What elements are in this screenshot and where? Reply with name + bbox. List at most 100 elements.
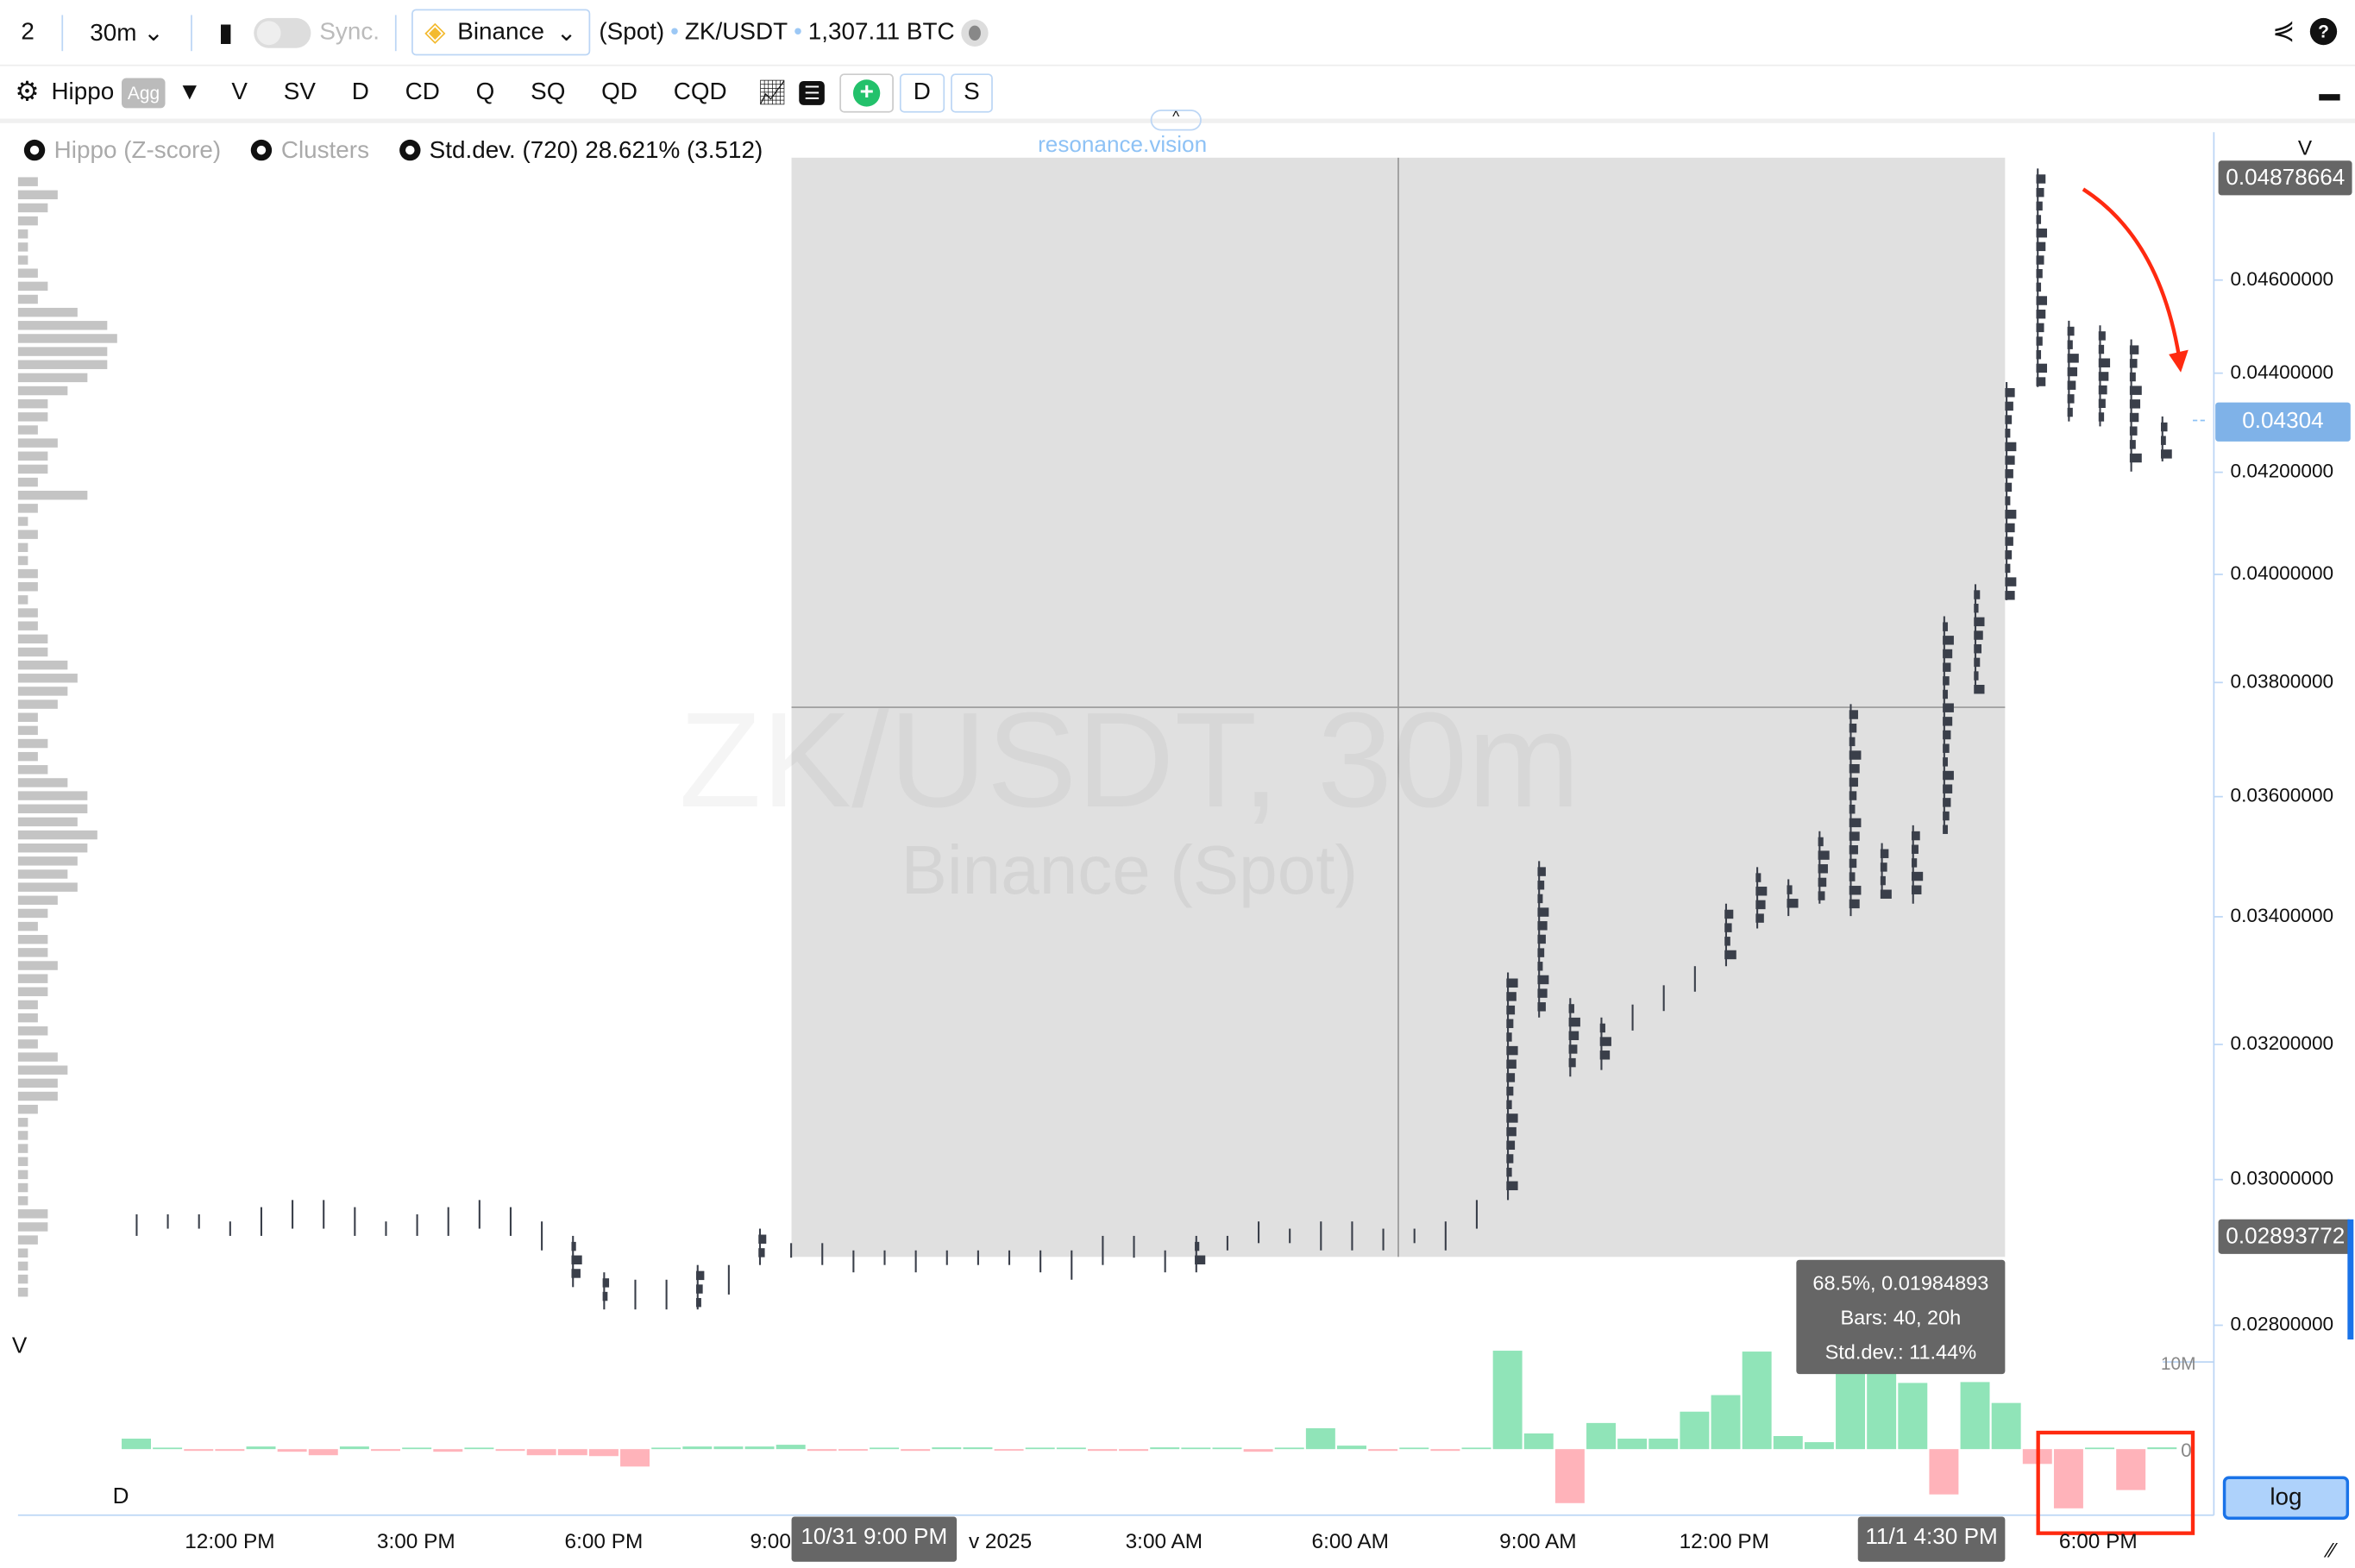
interval-value: 30m <box>90 20 137 47</box>
price-tick-label: 0.04200000 <box>2230 459 2334 482</box>
delta-bar <box>1461 1447 1492 1450</box>
delta-bar <box>1960 1382 1990 1450</box>
agg-badge[interactable]: Agg <box>121 77 166 108</box>
volume-profile-bar <box>17 464 48 474</box>
volume-profile-bar <box>17 1013 38 1023</box>
price-scroll-handle[interactable] <box>2347 1219 2354 1340</box>
eye-icon[interactable] <box>23 139 46 161</box>
volume-profile-bar <box>17 935 48 944</box>
gear-icon[interactable]: ⚙ <box>15 76 40 107</box>
delta-bar <box>1867 1360 1897 1450</box>
cluster-block <box>1755 887 1768 896</box>
eye-icon[interactable] <box>399 139 421 161</box>
indicator-cqd[interactable]: CQD <box>673 78 727 105</box>
cluster-block <box>1849 858 1857 869</box>
help-icon[interactable]: ? <box>2309 17 2338 46</box>
volume-readout: 1,307.11 BTC <box>807 18 955 45</box>
exchange-select[interactable]: ◈ Binance ⌄ <box>411 9 590 56</box>
legend-stddev[interactable]: Std.dev. (720) 28.621% (3.512) <box>399 138 763 165</box>
cluster-block <box>2098 372 2109 381</box>
collapse-toolbar-button[interactable]: ^ <box>1150 110 1202 131</box>
cluster-block <box>1537 894 1543 904</box>
cluster-block <box>2036 201 2043 211</box>
cluster-block <box>2036 215 2042 224</box>
delta-bar <box>1898 1383 1928 1450</box>
d-button[interactable]: D <box>900 72 945 112</box>
cluster-block <box>1599 1051 1611 1060</box>
volume-profile-bar <box>17 504 38 513</box>
annotation-box <box>2036 1430 2195 1535</box>
volume-profile-bar <box>17 817 78 827</box>
cluster-block <box>1911 858 1918 868</box>
volume-profile-bar <box>17 1261 28 1271</box>
volume-profile-bar <box>17 1274 28 1284</box>
layout-count[interactable]: 2 <box>21 18 35 45</box>
resize-handle-icon[interactable]: ⁄⁄ <box>2327 1537 2335 1562</box>
cluster-block <box>1506 992 1517 1001</box>
top-toolbar: 2 30m ⌄ ▮ Sync. ◈ Binance ⌄ (Spot) • ZK/US… <box>0 0 2355 66</box>
legend-hippo[interactable]: Hippo (Z-score) <box>23 138 221 165</box>
volume-profile-bar <box>17 843 88 853</box>
legend-clusters[interactable]: Clusters <box>251 138 369 165</box>
sync-toggle[interactable] <box>253 17 311 47</box>
volume-profile-bar <box>17 216 38 226</box>
cluster-block <box>2067 367 2078 377</box>
cluster-block <box>1974 643 1982 654</box>
tooltip-stddev: Std.dev.: 11.44% <box>1824 1340 1977 1364</box>
cluster-block <box>2005 591 2015 600</box>
cluster-block <box>1943 676 1950 686</box>
annotation-arrow <box>2082 187 2183 368</box>
cluster-block <box>1849 777 1858 787</box>
volume-profile-bar <box>17 974 48 983</box>
time-tick-label: 3:00 AM <box>1125 1528 1203 1553</box>
volume-profile-bar <box>17 1078 58 1088</box>
log-scale-button[interactable]: log <box>2222 1476 2350 1520</box>
cluster-block <box>1974 617 1985 627</box>
volume-profile-bar <box>17 229 28 239</box>
plus-icon: + <box>853 78 881 106</box>
eye-icon[interactable] <box>251 139 273 161</box>
indicator-toolbar: ⚙ Hippo Agg ▼ V SV D CD Q SQ QD CQD 📈︎ ☰ + D S … <box>0 66 2355 123</box>
interval-select[interactable]: 30m ⌄ <box>90 17 163 47</box>
symbol[interactable]: ZK/USDT <box>684 18 788 45</box>
s-button[interactable]: S <box>950 72 994 112</box>
cluster-block <box>1974 671 1979 681</box>
binance-logo-icon: ◈ <box>424 16 446 47</box>
ruler-icon[interactable]: ▬ <box>2319 81 2340 105</box>
candle-type-icon[interactable]: ▮ <box>219 20 233 47</box>
line-chart-icon[interactable]: 📈︎ <box>757 80 788 106</box>
indicator-q[interactable]: Q <box>475 78 495 105</box>
cluster-block <box>1537 867 1546 876</box>
hippo-label[interactable]: Hippo <box>51 78 115 105</box>
indicator-sq[interactable]: SQ <box>531 78 566 105</box>
volume-profile-bar <box>17 1195 28 1206</box>
cluster-block <box>2036 174 2046 184</box>
delta-bar <box>807 1449 837 1452</box>
share-icon[interactable]: ⋞ <box>2272 15 2295 46</box>
volume-profile-bar <box>17 804 88 813</box>
indicator-v[interactable]: V <box>231 78 248 105</box>
indicator-sv[interactable]: SV <box>283 78 316 105</box>
delta-bar <box>1025 1447 1055 1450</box>
cluster-block <box>2036 363 2048 373</box>
cluster-block <box>2098 385 2107 395</box>
volume-profile-bar <box>17 882 78 892</box>
volume-profile-bar <box>17 425 38 435</box>
cluster-block <box>1911 831 1920 841</box>
filter-icon[interactable]: ▼ <box>177 78 202 105</box>
add-indicator-button[interactable]: + <box>839 72 895 112</box>
delta-bar <box>651 1447 681 1450</box>
list-icon[interactable]: ☰ <box>799 80 825 105</box>
indicator-d[interactable]: D <box>351 78 369 105</box>
cluster-block <box>2036 255 2044 265</box>
cluster-block <box>2036 377 2046 386</box>
volume-profile-bar <box>17 438 58 448</box>
cluster-block <box>1849 818 1862 828</box>
volume-profile-bar <box>17 1170 28 1180</box>
price-tick-label: 0.04400000 <box>2230 360 2334 383</box>
indicator-qd[interactable]: QD <box>601 78 637 105</box>
indicator-cd[interactable]: CD <box>405 78 440 105</box>
cluster-block <box>1537 988 1548 998</box>
cluster-block <box>2005 455 2015 465</box>
